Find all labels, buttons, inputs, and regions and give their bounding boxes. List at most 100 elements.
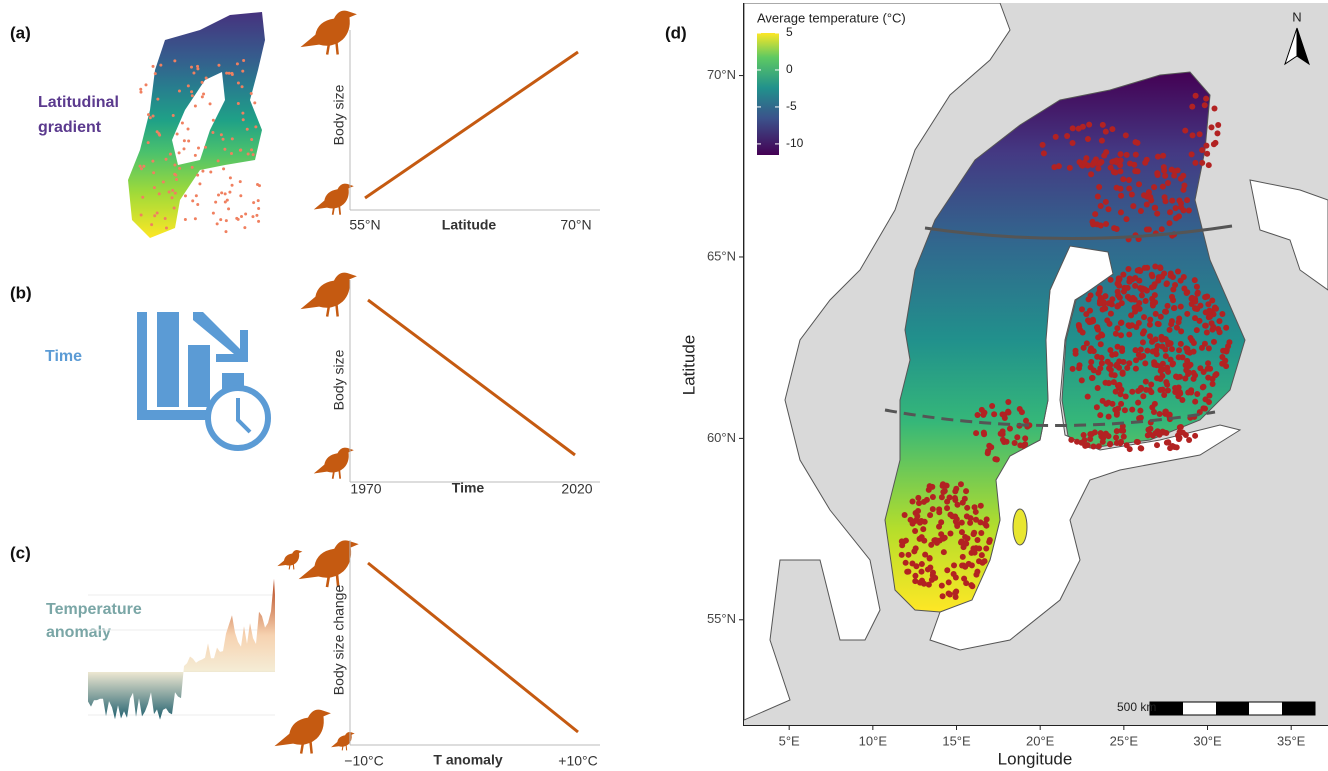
panel-label: gradient	[38, 119, 102, 136]
point	[1169, 198, 1175, 204]
point	[982, 521, 988, 527]
point	[1206, 162, 1212, 168]
point	[1114, 157, 1120, 163]
point	[1108, 311, 1114, 317]
point	[927, 483, 933, 489]
point	[1116, 383, 1122, 389]
point	[1124, 365, 1130, 371]
point	[1094, 404, 1100, 410]
point	[1213, 306, 1219, 312]
point	[145, 83, 148, 86]
point	[1107, 362, 1113, 368]
point	[973, 517, 979, 523]
point	[946, 579, 952, 585]
point	[1194, 327, 1200, 333]
point	[1114, 325, 1120, 331]
point	[1082, 160, 1088, 166]
point	[1091, 159, 1097, 165]
point	[1014, 434, 1020, 440]
point	[1155, 343, 1161, 349]
y-axis-title: Latitude	[679, 335, 698, 396]
point	[156, 98, 159, 101]
point	[1126, 322, 1132, 328]
x-start-label: 1970	[350, 481, 381, 497]
point	[1133, 324, 1139, 330]
point	[1144, 226, 1150, 232]
point	[1189, 295, 1195, 301]
point	[1192, 160, 1198, 166]
point	[1197, 318, 1203, 324]
point	[196, 203, 199, 206]
point	[1158, 314, 1164, 320]
point	[226, 199, 229, 202]
point	[220, 133, 223, 136]
point	[1135, 168, 1141, 174]
point	[1136, 278, 1142, 284]
point	[1141, 314, 1147, 320]
point	[187, 140, 190, 143]
point	[229, 176, 232, 179]
point	[1138, 445, 1144, 451]
x-end-label: +10°C	[558, 753, 597, 769]
point	[1161, 271, 1167, 277]
point	[1000, 431, 1006, 437]
point	[1133, 152, 1139, 158]
point	[1152, 205, 1158, 211]
point	[921, 499, 927, 505]
point	[1126, 186, 1132, 192]
point	[1118, 151, 1124, 157]
bird-icon	[314, 184, 354, 215]
point	[979, 552, 985, 558]
point	[164, 217, 167, 220]
point	[1154, 375, 1160, 381]
point	[912, 528, 918, 534]
x-tick-label: 5°E	[779, 733, 800, 748]
point	[1203, 96, 1209, 102]
point	[240, 215, 243, 218]
point	[196, 67, 199, 70]
point	[1107, 441, 1113, 447]
point	[1098, 341, 1104, 347]
point	[1159, 226, 1165, 232]
point	[1223, 325, 1229, 331]
point	[1212, 140, 1218, 146]
point	[1103, 401, 1109, 407]
point	[1125, 266, 1131, 272]
point	[255, 214, 258, 217]
point	[162, 181, 165, 184]
y-tick-label: 65°N	[707, 248, 736, 263]
point	[1151, 283, 1157, 289]
point	[976, 558, 982, 564]
point	[254, 125, 257, 128]
point	[1040, 142, 1046, 148]
point	[191, 199, 194, 202]
point	[958, 481, 964, 487]
point	[1193, 93, 1199, 99]
point	[1163, 198, 1169, 204]
trend-line	[368, 300, 575, 455]
point	[1170, 274, 1176, 280]
point	[917, 520, 923, 526]
point	[242, 118, 245, 121]
panel-tag: (d)	[665, 23, 687, 42]
point	[236, 62, 239, 65]
point	[1216, 318, 1222, 324]
point	[976, 546, 982, 552]
point	[987, 537, 993, 543]
bird-icon	[274, 710, 330, 754]
point	[1134, 304, 1140, 310]
point	[184, 194, 187, 197]
point	[1140, 339, 1146, 345]
x-axis-title: Longitude	[998, 749, 1073, 768]
point	[978, 503, 984, 509]
y-tick-label: 55°N	[707, 611, 736, 626]
point	[1113, 363, 1119, 369]
point	[1053, 134, 1059, 140]
point	[220, 191, 223, 194]
point	[239, 194, 242, 197]
point	[1041, 150, 1047, 156]
point	[946, 591, 952, 597]
point	[250, 92, 253, 95]
point	[1103, 199, 1109, 205]
point	[1169, 294, 1175, 300]
